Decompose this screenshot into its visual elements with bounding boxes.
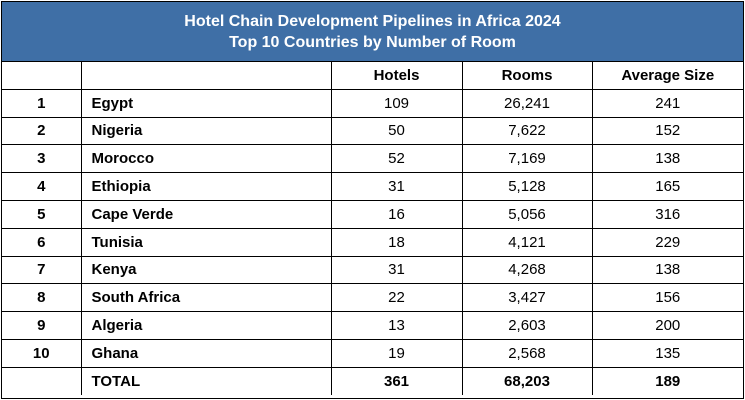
- rank-cell: 2: [2, 116, 82, 146]
- table-row: 7 Kenya 31 4,268 138: [2, 255, 743, 285]
- value-cell: 19: [330, 338, 463, 368]
- value-cell: 26,241: [461, 88, 593, 118]
- value-cell: 22: [330, 283, 463, 313]
- country-cell: Ethiopia: [80, 172, 332, 201]
- value-cell: 52: [330, 144, 463, 174]
- country-cell: Egypt: [80, 88, 332, 118]
- value-cell: 13: [330, 311, 463, 340]
- title: Hotel Chain Development Pipelines in Afr…: [184, 13, 561, 30]
- value-cell: 18: [330, 227, 463, 257]
- value-cell: 7,169: [461, 144, 593, 174]
- table-row: 1 Egypt 109 26,241 241: [2, 88, 743, 118]
- value-cell: 4,121: [461, 227, 593, 257]
- header-cell: [80, 62, 332, 90]
- country-cell: Morocco: [80, 144, 332, 174]
- value-cell: 229: [591, 227, 743, 257]
- column-header: Average Size: [591, 62, 743, 90]
- empty-cell: [2, 366, 82, 395]
- country-cell: Kenya: [80, 255, 332, 285]
- value-cell: 5,128: [461, 172, 593, 201]
- table-row: 8 South Africa 22 3,427 156: [2, 283, 743, 313]
- table-row: 9 Algeria 13 2,603 200: [2, 311, 743, 340]
- country-cell: Nigeria: [80, 116, 332, 146]
- table-body: Hotels Rooms Average Size 1 Egypt 109 26,241 24…: [2, 62, 743, 395]
- value-cell: 135: [591, 338, 743, 368]
- value-cell: 316: [591, 199, 743, 229]
- header-cell: [2, 62, 82, 90]
- total-cell: 68,203: [461, 366, 593, 395]
- value-cell: 2,568: [461, 338, 593, 368]
- value-cell: 156: [591, 283, 743, 313]
- value-cell: 152: [591, 116, 743, 146]
- value-cell: 4,268: [461, 255, 593, 285]
- value-cell: 165: [591, 172, 743, 201]
- rank-cell: 6: [2, 227, 82, 257]
- value-cell: 3,427: [461, 283, 593, 313]
- value-cell: 109: [330, 88, 463, 118]
- header-row: Hotels Rooms Average Size: [2, 62, 743, 90]
- rank-cell: 10: [2, 338, 82, 368]
- subtitle: Top 10 Countries by Number of Room: [229, 34, 516, 51]
- total-cell: 189: [591, 366, 743, 395]
- value-cell: 138: [591, 144, 743, 174]
- total-label: TOTAL: [80, 366, 332, 395]
- column-header: Hotels: [330, 62, 463, 90]
- value-cell: 5,056: [461, 199, 593, 229]
- column-header: Rooms: [461, 62, 593, 90]
- country-cell: Cape Verde: [80, 199, 332, 229]
- total-cell: 361: [330, 366, 463, 395]
- value-cell: 138: [591, 255, 743, 285]
- country-cell: Algeria: [80, 311, 332, 340]
- rank-cell: 9: [2, 311, 82, 340]
- value-cell: 16: [330, 199, 463, 229]
- rank-cell: 1: [2, 88, 82, 118]
- table-row: 6 Tunisia 18 4,121 229: [2, 227, 743, 257]
- value-cell: 31: [330, 172, 463, 201]
- table-row: 4 Ethiopia 31 5,128 165: [2, 172, 743, 201]
- value-cell: 31: [330, 255, 463, 285]
- table-row: 3 Morocco 52 7,169 138: [2, 144, 743, 174]
- value-cell: 200: [591, 311, 743, 340]
- total-row: TOTAL 361 68,203 189: [2, 366, 743, 395]
- value-cell: 2,603: [461, 311, 593, 340]
- country-cell: South Africa: [80, 283, 332, 313]
- rank-cell: 8: [2, 283, 82, 313]
- value-cell: 7,622: [461, 116, 593, 146]
- value-cell: 50: [330, 116, 463, 146]
- table: Hotels Rooms Average Size 1 Egypt 109 26,241 24…: [2, 62, 743, 395]
- country-cell: Ghana: [80, 338, 332, 368]
- table-row: 2 Nigeria 50 7,622 152: [2, 116, 743, 146]
- table-row: 5 Cape Verde 16 5,056 316: [2, 199, 743, 229]
- rank-cell: 4: [2, 172, 82, 201]
- title-bar: Hotel Chain Development Pipelines in Afr…: [2, 2, 743, 62]
- rank-cell: 5: [2, 199, 82, 229]
- table-row: 10 Ghana 19 2,568 135: [2, 338, 743, 368]
- rank-cell: 3: [2, 144, 82, 174]
- country-cell: Tunisia: [80, 227, 332, 257]
- rank-cell: 7: [2, 255, 82, 285]
- value-cell: 241: [591, 88, 743, 118]
